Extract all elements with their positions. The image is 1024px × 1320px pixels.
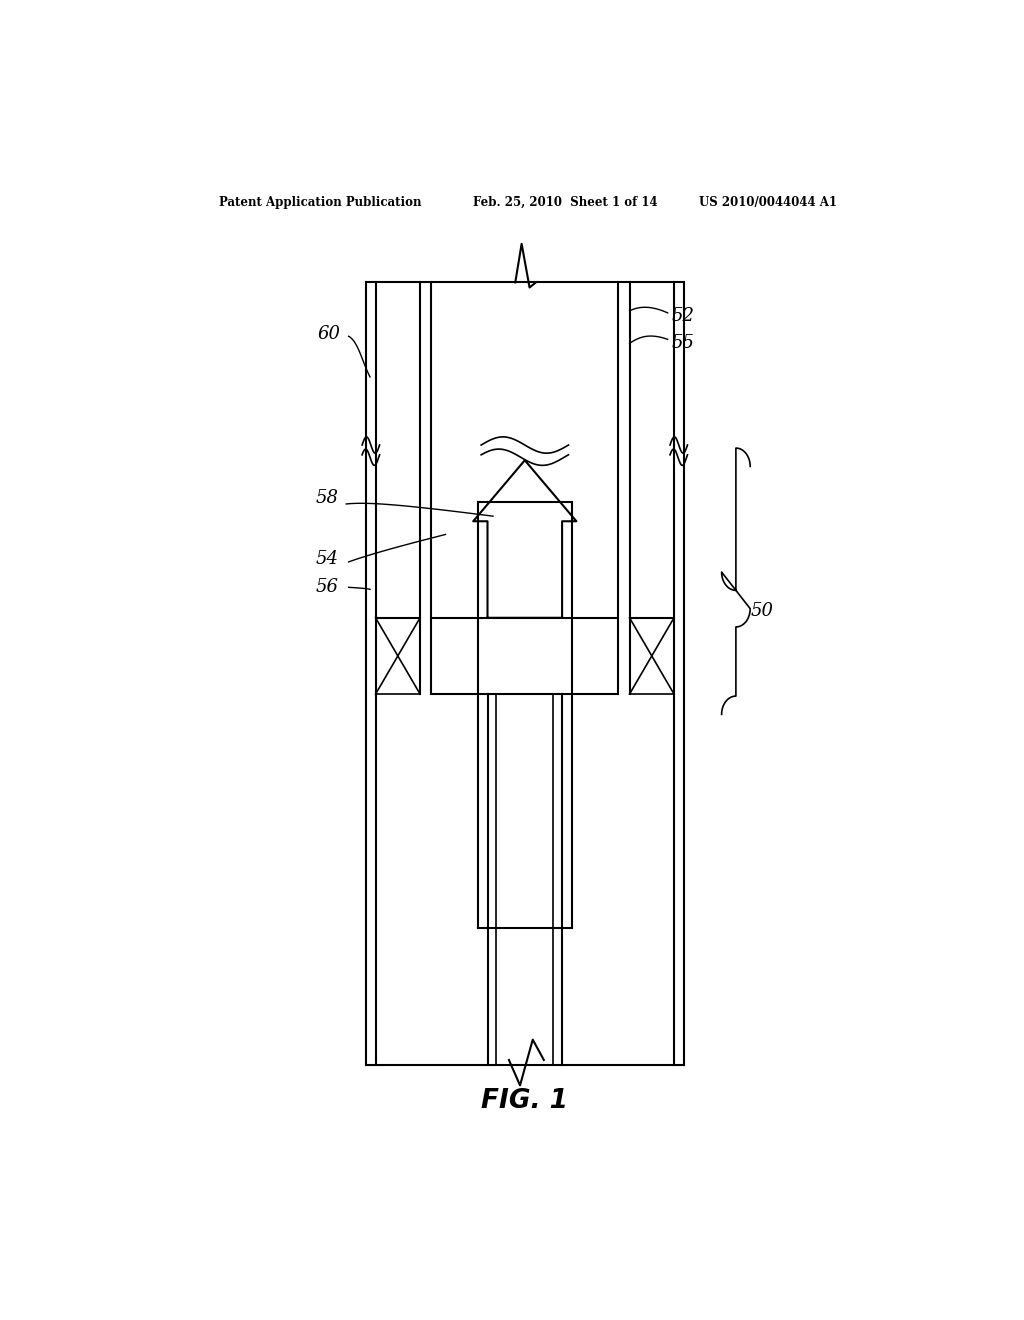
Text: 60: 60 [317, 325, 341, 343]
Text: 50: 50 [751, 602, 774, 619]
Text: 54: 54 [315, 550, 338, 568]
Text: Feb. 25, 2010  Sheet 1 of 14: Feb. 25, 2010 Sheet 1 of 14 [473, 195, 657, 209]
Text: 58: 58 [315, 488, 338, 507]
Text: 56: 56 [315, 578, 338, 597]
Text: FIG. 1: FIG. 1 [481, 1088, 568, 1114]
Text: US 2010/0044044 A1: US 2010/0044044 A1 [699, 195, 838, 209]
Text: Patent Application Publication: Patent Application Publication [219, 195, 422, 209]
Text: 55: 55 [672, 334, 694, 352]
Text: 52: 52 [672, 308, 694, 325]
